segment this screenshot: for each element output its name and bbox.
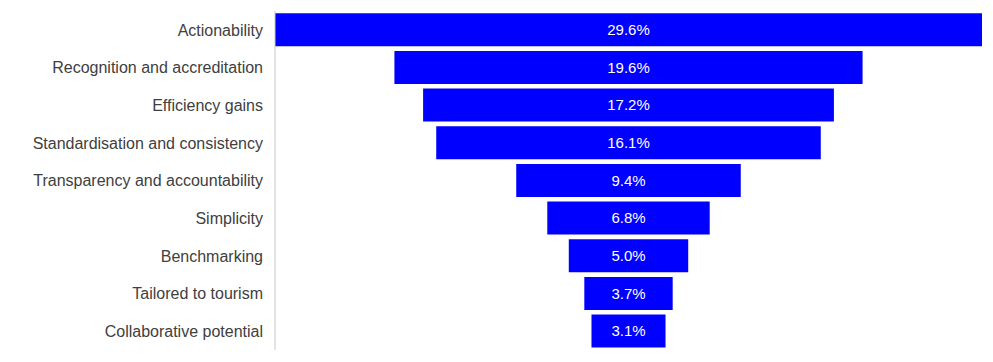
- svg-text:3.1%: 3.1%: [611, 322, 645, 339]
- svg-text:5.0%: 5.0%: [611, 247, 645, 264]
- svg-text:9.4%: 9.4%: [611, 172, 645, 189]
- svg-text:Tailored to tourism: Tailored to tourism: [132, 285, 263, 302]
- svg-text:29.6%: 29.6%: [607, 21, 650, 38]
- svg-text:Recognition and accreditation: Recognition and accreditation: [52, 59, 263, 76]
- svg-text:19.6%: 19.6%: [607, 59, 650, 76]
- svg-text:Benchmarking: Benchmarking: [161, 248, 263, 265]
- svg-text:Standardisation and consistenc: Standardisation and consistency: [33, 135, 263, 152]
- svg-text:6.8%: 6.8%: [611, 209, 645, 226]
- svg-text:17.2%: 17.2%: [607, 96, 650, 113]
- svg-text:Collaborative potential: Collaborative potential: [105, 323, 263, 340]
- svg-text:Efficiency gains: Efficiency gains: [152, 97, 263, 114]
- svg-text:Transparency and accountabilit: Transparency and accountability: [33, 172, 263, 189]
- svg-text:16.1%: 16.1%: [607, 134, 650, 151]
- svg-text:3.7%: 3.7%: [611, 285, 645, 302]
- svg-text:Actionability: Actionability: [178, 22, 263, 39]
- svg-text:Simplicity: Simplicity: [195, 210, 263, 227]
